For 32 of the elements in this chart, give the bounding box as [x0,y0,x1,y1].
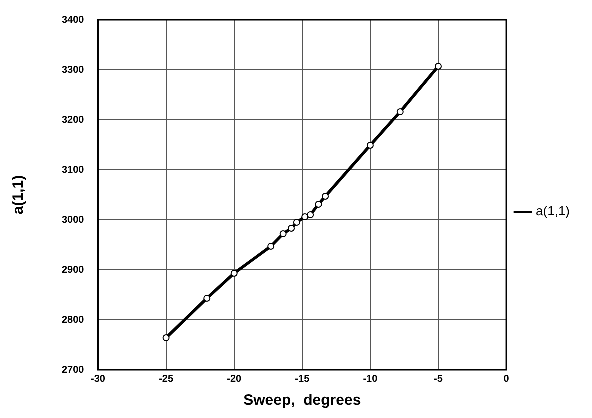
y-tick-label: 2900 [62,264,85,276]
x-tick-label: 0 [504,374,510,385]
point [204,295,211,302]
y-tick-label: 3200 [62,114,85,126]
point [230,270,238,277]
x-tick-label: -15 [295,374,310,385]
point [434,63,442,70]
y-tick-label: 3400 [62,14,85,26]
x-tick-label: -5 [434,374,444,385]
point [288,225,296,232]
point [366,142,374,149]
point [307,212,314,218]
x-tick-label: -10 [363,374,378,385]
y-tick-label: 3000 [62,214,85,226]
x-tick-label: -30 [91,374,106,385]
x-tick-label: -20 [227,374,242,385]
x-tick-label: -25 [159,374,174,385]
y-tick-label: 3100 [62,164,85,176]
y-tick-label: 3300 [62,64,85,76]
point [302,214,309,220]
x-axis-title: Sweep, degrees [244,392,362,410]
point [280,230,287,238]
point [162,334,170,342]
point [293,219,300,226]
legend-label: a(1,1) [536,204,570,219]
y-tick-label: 2700 [62,364,85,376]
y-axis-title: a(1,1) [10,175,28,215]
point [315,201,322,208]
point [268,243,275,250]
y-tick-label: 2800 [62,314,85,326]
point [396,108,404,116]
point [322,193,330,200]
